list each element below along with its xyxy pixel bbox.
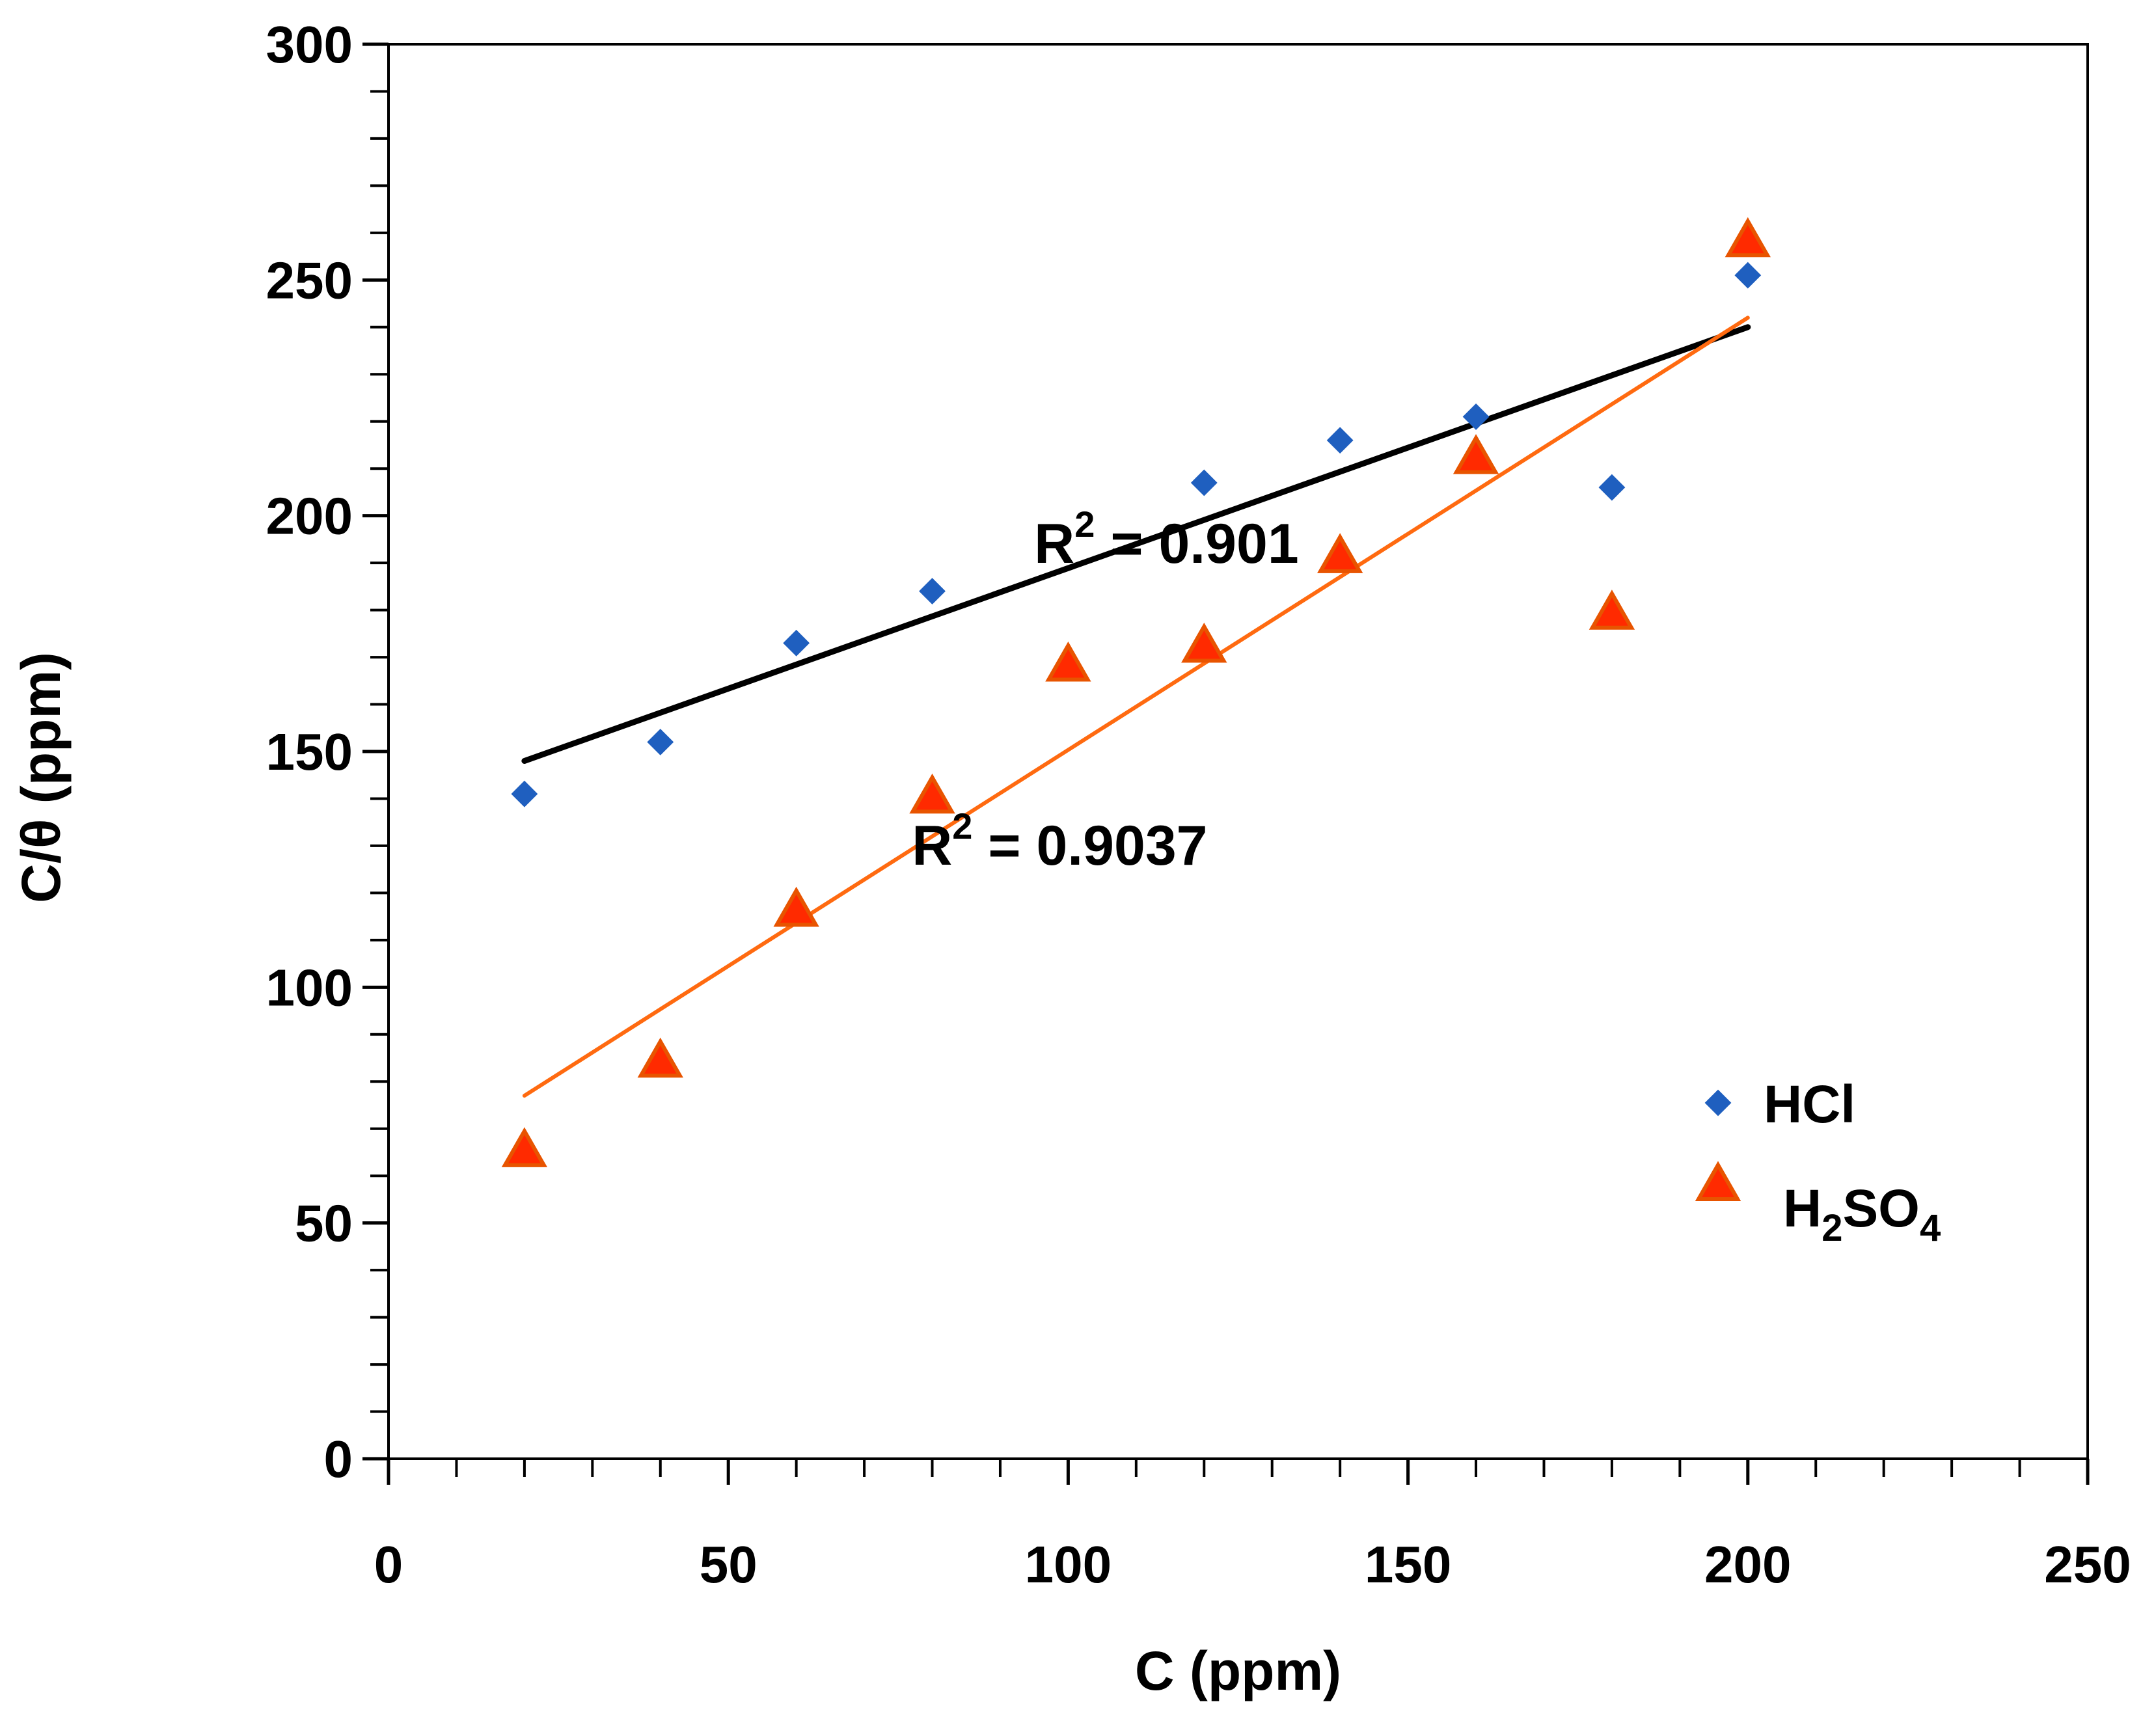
axis-titles: C (ppm) C/θ (ppm) [10, 652, 1341, 1701]
data-point [773, 886, 819, 927]
legend-label-hcl: HCl [1764, 1075, 1855, 1134]
data-point [1598, 474, 1626, 501]
x-axis-title: C (ppm) [1135, 1640, 1341, 1701]
data-point [919, 578, 946, 605]
y-axis-title: C/θ (ppm) [10, 652, 72, 903]
data-point [511, 780, 538, 807]
y-tick-label: 50 [295, 1195, 353, 1252]
y-tick-label: 100 [266, 958, 353, 1016]
data-point [1462, 403, 1490, 430]
data-point [647, 729, 674, 755]
data-point [1181, 622, 1227, 663]
data-point [1045, 641, 1091, 682]
minor-ticks [362, 42, 2090, 1485]
y-tick-label: 300 [266, 16, 353, 74]
trendlines [521, 316, 1751, 1098]
r2-label-h2so4: R2 = 0.9037 [912, 805, 1207, 877]
y-tick-label: 200 [266, 487, 353, 545]
x-tick-label: 100 [1025, 1536, 1112, 1593]
data-point [909, 773, 955, 814]
legend-label-h2so4: H2SO4 [1783, 1179, 1941, 1249]
data-point [1190, 469, 1218, 496]
data-point [1725, 217, 1771, 258]
x-tick-label: 250 [2044, 1536, 2131, 1593]
data-points [501, 217, 1771, 1167]
data-point [1453, 434, 1499, 474]
r2-label-hcl: R2 = 0.901 [1034, 504, 1299, 575]
data-point [637, 1037, 683, 1078]
y-tick-label: 0 [324, 1430, 353, 1488]
data-point [1734, 262, 1762, 289]
trendline-hcl [521, 324, 1751, 764]
annotations: R2 = 0.901 R2 = 0.9037 [912, 504, 1298, 877]
tick-labels: 0 50 100 150 200 250 300 0 50 100 150 200 250 [266, 16, 2131, 1593]
data-point [1589, 589, 1635, 630]
y-tick-label: 150 [266, 723, 353, 781]
legend-marker-h2so4 [1695, 1161, 1741, 1201]
x-tick-label: 0 [374, 1536, 403, 1593]
legend-marker-hcl [1704, 1089, 1732, 1117]
legend: HCl H2SO4 [1695, 1075, 1941, 1249]
x-tick-label: 200 [1704, 1536, 1791, 1593]
x-tick-label: 50 [700, 1536, 757, 1593]
data-point [1317, 533, 1363, 573]
data-point [783, 629, 810, 656]
trendline-h2so4 [522, 316, 1750, 1098]
data-point [501, 1127, 548, 1167]
data-point [1326, 427, 1354, 454]
x-tick-label: 150 [1365, 1536, 1451, 1593]
y-tick-label: 250 [266, 251, 353, 309]
